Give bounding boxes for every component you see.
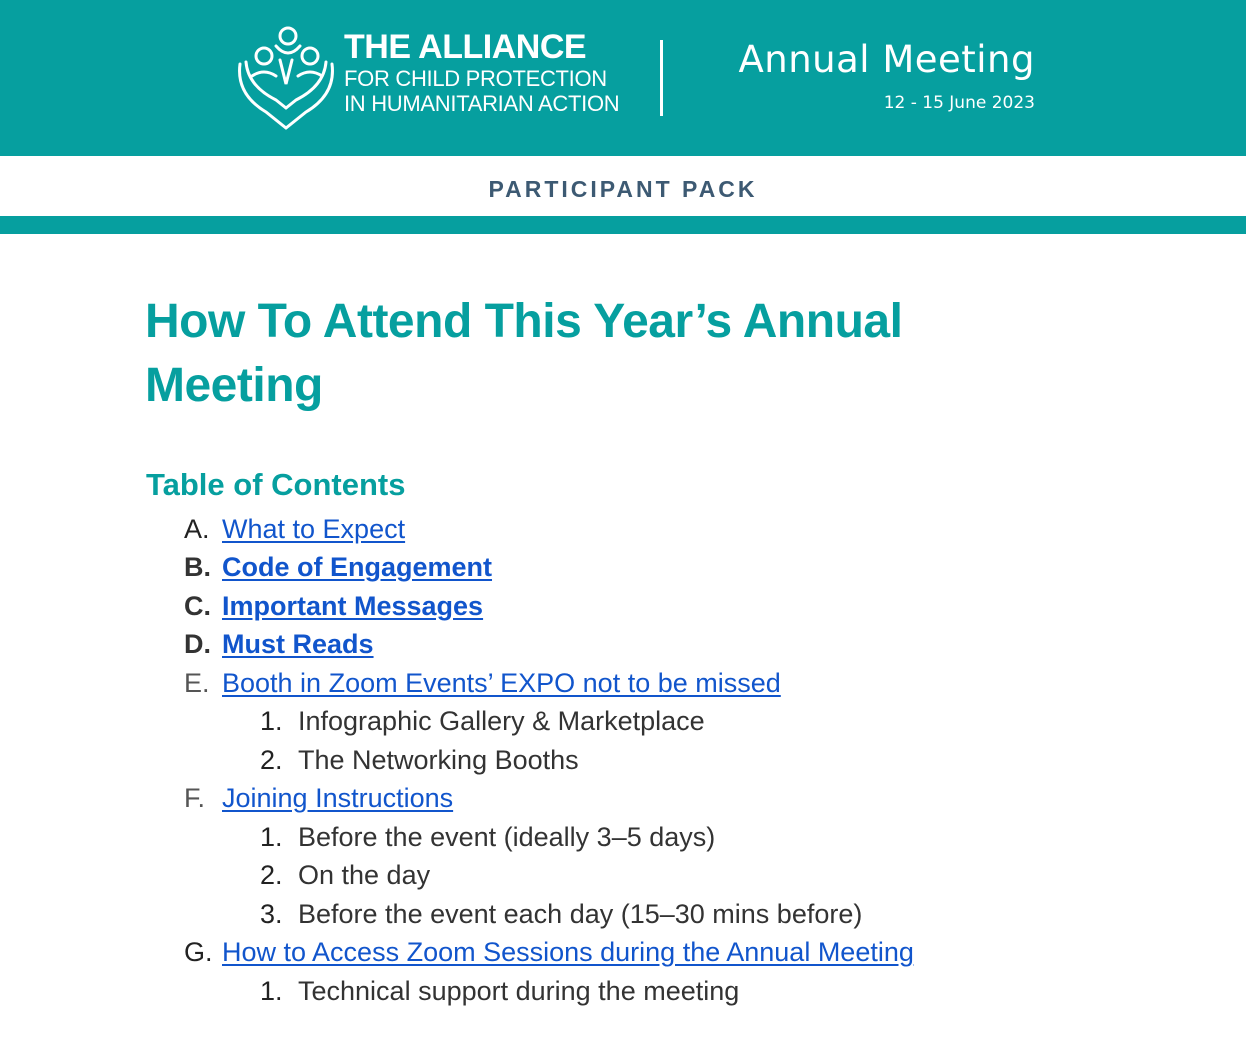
header-banner: THE ALLIANCE FOR CHILD PROTECTION IN HUM… (0, 0, 1246, 156)
toc-subitem-text: Technical support during the meeting (298, 975, 740, 1006)
toc-subitem-label: 3. (260, 898, 283, 929)
toc-item: B. Code of Engagement (184, 549, 914, 588)
toc-subitem: 1. Technical support during the meeting (184, 972, 914, 1011)
toc-subitem-label: 2. (260, 860, 283, 891)
table-of-contents: A. What to Expect B. Code of Engagement C. Im… (184, 510, 914, 1011)
header-rule (0, 216, 1246, 234)
toc-subitem-label: 1. (260, 706, 283, 737)
meeting-date: 12 - 15 June 2023 (883, 93, 1035, 113)
toc-item: A. What to Expect (184, 510, 914, 549)
toc-subitem-label: 1. (260, 975, 283, 1006)
logo-line-1: THE ALLIANCE (344, 28, 587, 66)
toc-item-label: A. (184, 513, 210, 544)
toc-item-label: C. (184, 590, 211, 621)
toc-item: C. Important Messages (184, 587, 914, 626)
toc-item-label: E. (184, 667, 210, 698)
toc-subitem-text: Infographic Gallery & Marketplace (298, 706, 705, 737)
toc-link[interactable]: Important Messages (222, 590, 484, 621)
toc-subitem-text: Before the event (ideally 3–5 days) (298, 821, 716, 852)
toc-subitem-text: On the day (298, 860, 431, 891)
toc-subitem: 3. Before the event each day (15–30 mins … (184, 895, 914, 934)
toc-item-label: D. (184, 629, 211, 660)
toc-link[interactable]: Must Reads (222, 629, 374, 660)
logo-wordmark: THE ALLIANCE FOR CHILD PROTECTION IN HUM… (344, 28, 620, 116)
toc-item: F. Joining Instructions (184, 780, 914, 819)
toc-subitem: 1. Infographic Gallery & Marketplace (184, 703, 914, 742)
logo-line-3: IN HUMANITARIAN ACTION (344, 91, 620, 116)
toc-item-label: F. (184, 783, 206, 814)
page-title: How To Attend This Year’s Annual Meeting (145, 295, 903, 412)
toc-link[interactable]: What to Expect (222, 513, 406, 544)
toc-subitem: 2. The Networking Booths (184, 741, 914, 780)
toc-item: D. Must Reads (184, 626, 914, 665)
toc-subitem-text: Before the event each day (15–30 mins be… (298, 898, 863, 929)
toc-link[interactable]: Code of Engagement (222, 552, 493, 583)
toc-item: E. Booth in Zoom Events’ EXPO not to be m… (184, 664, 914, 703)
toc-link[interactable]: Booth in Zoom Events’ EXPO not to be mis… (222, 667, 781, 698)
toc-heading: Table of Contents (146, 467, 406, 502)
toc-subitem-label: 2. (260, 744, 283, 775)
toc-item: G. How to Access Zoom Sessions during the… (184, 934, 914, 973)
toc-subitem-text: The Networking Booths (298, 744, 579, 775)
toc-item-label: G. (184, 937, 213, 968)
toc-link[interactable]: Joining Instructions (222, 783, 454, 814)
header-divider (660, 40, 663, 116)
participant-pack-label: PARTICIPANT PACK (488, 176, 758, 202)
logo-line-2: FOR CHILD PROTECTION (344, 66, 607, 91)
meeting-info: Annual Meeting 12 - 15 June 2023 (738, 38, 1035, 113)
meeting-title: Annual Meeting (738, 38, 1035, 81)
toc-subitem: 1. Before the event (ideally 3–5 days) (184, 818, 914, 857)
toc-item-label: B. (184, 552, 211, 583)
hands-children-logo-icon (238, 26, 334, 130)
toc-link[interactable]: How to Access Zoom Sessions during the A… (222, 937, 914, 968)
toc-subitem: 2. On the day (184, 857, 914, 896)
toc-subitem-label: 1. (260, 821, 283, 852)
